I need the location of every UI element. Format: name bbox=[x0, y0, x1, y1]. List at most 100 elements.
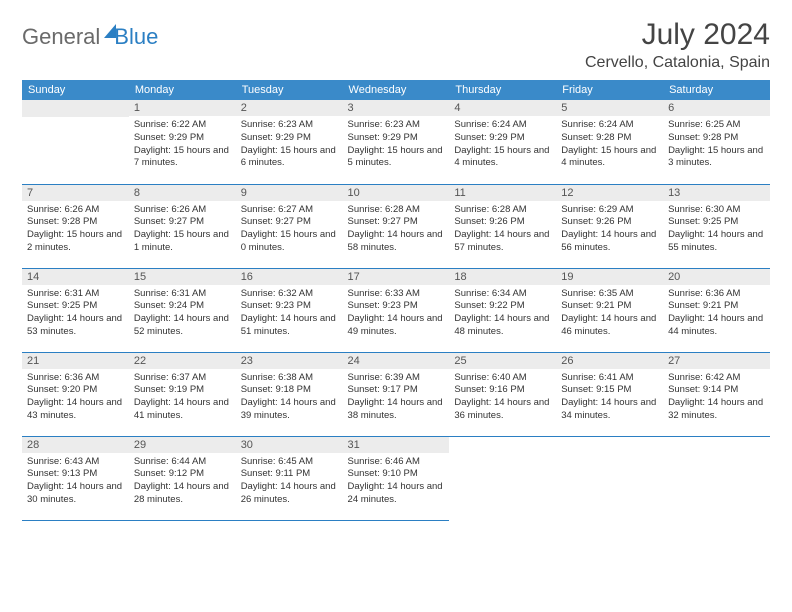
calendar-cell: 20Sunrise: 6:36 AMSunset: 9:21 PMDayligh… bbox=[663, 268, 770, 352]
calendar-cell: 12Sunrise: 6:29 AMSunset: 9:26 PMDayligh… bbox=[556, 184, 663, 268]
sunset-line: Sunset: 9:11 PM bbox=[241, 468, 338, 481]
calendar-cell: 29Sunrise: 6:44 AMSunset: 9:12 PMDayligh… bbox=[129, 436, 236, 520]
sunrise-line: Sunrise: 6:44 AM bbox=[134, 456, 231, 469]
sunset-line: Sunset: 9:21 PM bbox=[668, 300, 765, 313]
day-number: 13 bbox=[663, 185, 770, 201]
daylight-line: Daylight: 14 hours and 49 minutes. bbox=[348, 313, 445, 339]
day-number: 6 bbox=[663, 100, 770, 116]
calendar-cell: 14Sunrise: 6:31 AMSunset: 9:25 PMDayligh… bbox=[22, 268, 129, 352]
day-content: Sunrise: 6:44 AMSunset: 9:12 PMDaylight:… bbox=[129, 453, 236, 511]
calendar-cell bbox=[22, 100, 129, 184]
day-content: Sunrise: 6:36 AMSunset: 9:20 PMDaylight:… bbox=[22, 369, 129, 427]
sunrise-line: Sunrise: 6:27 AM bbox=[241, 204, 338, 217]
day-content: Sunrise: 6:26 AMSunset: 9:27 PMDaylight:… bbox=[129, 201, 236, 259]
day-content: Sunrise: 6:34 AMSunset: 9:22 PMDaylight:… bbox=[449, 285, 556, 343]
sunset-line: Sunset: 9:28 PM bbox=[27, 216, 124, 229]
day-content: Sunrise: 6:40 AMSunset: 9:16 PMDaylight:… bbox=[449, 369, 556, 427]
sunrise-line: Sunrise: 6:33 AM bbox=[348, 288, 445, 301]
sunset-line: Sunset: 9:27 PM bbox=[241, 216, 338, 229]
day-content: Sunrise: 6:29 AMSunset: 9:26 PMDaylight:… bbox=[556, 201, 663, 259]
sunset-line: Sunset: 9:27 PM bbox=[134, 216, 231, 229]
daylight-line: Daylight: 15 hours and 4 minutes. bbox=[561, 145, 658, 171]
sunrise-line: Sunrise: 6:34 AM bbox=[454, 288, 551, 301]
calendar-cell bbox=[449, 436, 556, 520]
day-number: 2 bbox=[236, 100, 343, 116]
sunrise-line: Sunrise: 6:36 AM bbox=[27, 372, 124, 385]
day-content: Sunrise: 6:42 AMSunset: 9:14 PMDaylight:… bbox=[663, 369, 770, 427]
calendar-cell: 5Sunrise: 6:24 AMSunset: 9:28 PMDaylight… bbox=[556, 100, 663, 184]
sunset-line: Sunset: 9:22 PM bbox=[454, 300, 551, 313]
daylight-line: Daylight: 14 hours and 26 minutes. bbox=[241, 481, 338, 507]
sunset-line: Sunset: 9:15 PM bbox=[561, 384, 658, 397]
day-number: 16 bbox=[236, 269, 343, 285]
day-content: Sunrise: 6:23 AMSunset: 9:29 PMDaylight:… bbox=[343, 116, 450, 174]
day-number: 11 bbox=[449, 185, 556, 201]
day-content: Sunrise: 6:35 AMSunset: 9:21 PMDaylight:… bbox=[556, 285, 663, 343]
calendar-cell bbox=[663, 436, 770, 520]
daylight-line: Daylight: 14 hours and 48 minutes. bbox=[454, 313, 551, 339]
calendar-cell: 22 Sunrise: 6:37 AMSunset: 9:19 PMDayligh… bbox=[129, 352, 236, 436]
day-number-empty bbox=[22, 100, 129, 117]
day-number: 27 bbox=[663, 353, 770, 369]
calendar-cell bbox=[556, 436, 663, 520]
sunset-line: Sunset: 9:23 PM bbox=[348, 300, 445, 313]
sunrise-line: Sunrise: 6:31 AM bbox=[27, 288, 124, 301]
daylight-line: Daylight: 14 hours and 58 minutes. bbox=[348, 229, 445, 255]
sunrise-line: Sunrise: 6:26 AM bbox=[134, 204, 231, 217]
sunset-line: Sunset: 9:10 PM bbox=[348, 468, 445, 481]
daylight-line: Daylight: 15 hours and 4 minutes. bbox=[454, 145, 551, 171]
day-number: 28 bbox=[22, 437, 129, 453]
weekday-header: Saturday bbox=[663, 80, 770, 100]
day-content: Sunrise: 6:26 AMSunset: 9:28 PMDaylight:… bbox=[22, 201, 129, 259]
day-content: Sunrise: 6:24 AMSunset: 9:29 PMDaylight:… bbox=[449, 116, 556, 174]
day-content: Sunrise: 6:31 AMSunset: 9:24 PMDaylight:… bbox=[129, 285, 236, 343]
day-number: 4 bbox=[449, 100, 556, 116]
calendar-cell: 10Sunrise: 6:28 AMSunset: 9:27 PMDayligh… bbox=[343, 184, 450, 268]
calendar-cell: 4Sunrise: 6:24 AMSunset: 9:29 PMDaylight… bbox=[449, 100, 556, 184]
sunset-line: Sunset: 9:25 PM bbox=[27, 300, 124, 313]
calendar-cell: 26Sunrise: 6:41 AMSunset: 9:15 PMDayligh… bbox=[556, 352, 663, 436]
day-number: 8 bbox=[129, 185, 236, 201]
daylight-line: Daylight: 14 hours and 28 minutes. bbox=[134, 481, 231, 507]
calendar-cell: 30Sunrise: 6:45 AMSunset: 9:11 PMDayligh… bbox=[236, 436, 343, 520]
sunset-line: Sunset: 9:19 PM bbox=[134, 384, 231, 397]
title-block: July 2024 Cervello, Catalonia, Spain bbox=[585, 18, 770, 72]
calendar-cell: 15Sunrise: 6:31 AMSunset: 9:24 PMDayligh… bbox=[129, 268, 236, 352]
weekday-header: Wednesday bbox=[343, 80, 450, 100]
sunset-line: Sunset: 9:29 PM bbox=[134, 132, 231, 145]
daylight-line: Daylight: 15 hours and 5 minutes. bbox=[348, 145, 445, 171]
sunrise-line: Sunrise: 6:37 AM bbox=[134, 372, 231, 385]
day-number: 19 bbox=[556, 269, 663, 285]
daylight-line: Daylight: 14 hours and 56 minutes. bbox=[561, 229, 658, 255]
sunrise-line: Sunrise: 6:31 AM bbox=[134, 288, 231, 301]
sunrise-line: Sunrise: 6:40 AM bbox=[454, 372, 551, 385]
day-number: 10 bbox=[343, 185, 450, 201]
day-number: 15 bbox=[129, 269, 236, 285]
weekday-header: Tuesday bbox=[236, 80, 343, 100]
calendar-cell: 21Sunrise: 6:36 AMSunset: 9:20 PMDayligh… bbox=[22, 352, 129, 436]
day-content: Sunrise: 6:23 AMSunset: 9:29 PMDaylight:… bbox=[236, 116, 343, 174]
calendar-cell: 13Sunrise: 6:30 AMSunset: 9:25 PMDayligh… bbox=[663, 184, 770, 268]
sunrise-line: Sunrise: 6:39 AM bbox=[348, 372, 445, 385]
daylight-line: Daylight: 14 hours and 36 minutes. bbox=[454, 397, 551, 423]
daylight-line: Daylight: 15 hours and 6 minutes. bbox=[241, 145, 338, 171]
day-number: 22 bbox=[129, 353, 236, 369]
day-number: 30 bbox=[236, 437, 343, 453]
calendar-cell: 23Sunrise: 6:38 AMSunset: 9:18 PMDayligh… bbox=[236, 352, 343, 436]
sunrise-line: Sunrise: 6:29 AM bbox=[561, 204, 658, 217]
day-number: 18 bbox=[449, 269, 556, 285]
daylight-line: Daylight: 14 hours and 30 minutes. bbox=[27, 481, 124, 507]
day-content: Sunrise: 6:43 AMSunset: 9:13 PMDaylight:… bbox=[22, 453, 129, 511]
calendar-cell: 11Sunrise: 6:28 AMSunset: 9:26 PMDayligh… bbox=[449, 184, 556, 268]
sunrise-line: Sunrise: 6:24 AM bbox=[454, 119, 551, 132]
daylight-line: Daylight: 14 hours and 41 minutes. bbox=[134, 397, 231, 423]
sunrise-line: Sunrise: 6:23 AM bbox=[241, 119, 338, 132]
sunset-line: Sunset: 9:26 PM bbox=[454, 216, 551, 229]
daylight-line: Daylight: 15 hours and 2 minutes. bbox=[27, 229, 124, 255]
calendar-cell: 7Sunrise: 6:26 AMSunset: 9:28 PMDaylight… bbox=[22, 184, 129, 268]
day-number: 5 bbox=[556, 100, 663, 116]
day-number: 9 bbox=[236, 185, 343, 201]
day-content: Sunrise: 6:38 AMSunset: 9:18 PMDaylight:… bbox=[236, 369, 343, 427]
day-content: Sunrise: 6:30 AMSunset: 9:25 PMDaylight:… bbox=[663, 201, 770, 259]
sunset-line: Sunset: 9:29 PM bbox=[241, 132, 338, 145]
